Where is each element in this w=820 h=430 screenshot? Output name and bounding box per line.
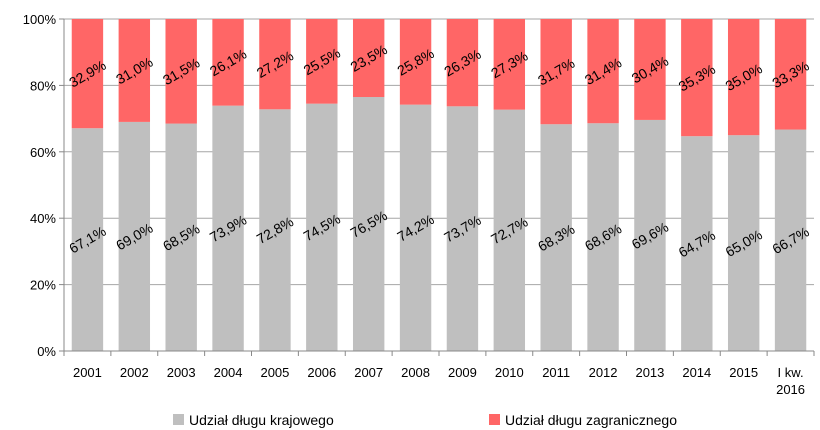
legend-label-foreign: Udział długu zagranicznego bbox=[505, 412, 677, 428]
legend: Udział długu krajowego Udział długu zagra… bbox=[173, 412, 677, 428]
x-tick-label: 2015 bbox=[729, 365, 758, 380]
x-tick-label: 2006 bbox=[307, 365, 336, 380]
x-tick-label: 2003 bbox=[167, 365, 196, 380]
bar-domestic bbox=[727, 135, 760, 351]
x-tick-label: I kw. 2016 bbox=[776, 365, 805, 397]
bar-foreign bbox=[259, 19, 291, 110]
bar-foreign bbox=[587, 19, 619, 124]
bar-foreign bbox=[399, 19, 432, 105]
x-tick-label: 2002 bbox=[120, 365, 149, 380]
y-tick-label: 20% bbox=[30, 278, 56, 293]
bar-domestic bbox=[71, 128, 104, 351]
bar-domestic bbox=[540, 124, 572, 351]
bars: 67,1%32,9%69,0%31,0%68,5%31,5%73,9%26,1%… bbox=[66, 19, 812, 352]
bar-foreign bbox=[306, 19, 338, 104]
x-tick-label: 2009 bbox=[448, 365, 477, 380]
y-tick-label: 60% bbox=[30, 145, 56, 160]
bar-domestic bbox=[493, 109, 526, 351]
x-tick-label: 2007 bbox=[354, 365, 383, 380]
x-axis: 2001 2002 2003 2004 2005 2006 2007 2008 2009 2010… bbox=[63, 350, 815, 397]
x-tick-label: 2004 bbox=[214, 365, 243, 380]
bar-foreign bbox=[352, 19, 385, 98]
x-tick-label: 2013 bbox=[635, 365, 664, 380]
bar-domestic bbox=[306, 103, 338, 351]
bar-domestic bbox=[212, 105, 244, 351]
x-tick-label: 2001 bbox=[73, 365, 102, 380]
x-tick-label: 2012 bbox=[589, 365, 618, 380]
bar-domestic bbox=[446, 106, 479, 351]
bar-foreign bbox=[118, 19, 151, 122]
bar-foreign bbox=[165, 19, 197, 124]
bar-foreign bbox=[774, 19, 807, 130]
bar-foreign bbox=[212, 19, 244, 106]
legend-swatch-domestic bbox=[173, 414, 184, 425]
y-tick-label: 100% bbox=[23, 12, 57, 27]
y-tick-label: 80% bbox=[30, 78, 56, 93]
x-tick-label: 2014 bbox=[682, 365, 711, 380]
bar-domestic bbox=[165, 123, 197, 351]
y-tick-label: 0% bbox=[37, 344, 56, 359]
bar-domestic bbox=[352, 97, 385, 352]
bar-domestic bbox=[681, 136, 713, 351]
x-tick-label: 2011 bbox=[542, 365, 570, 380]
bar-domestic bbox=[118, 121, 151, 351]
bar-foreign bbox=[446, 19, 479, 107]
bar-foreign bbox=[727, 19, 760, 136]
x-tick-label: 2005 bbox=[260, 365, 289, 380]
bar-domestic bbox=[587, 123, 619, 351]
bar-foreign bbox=[681, 19, 713, 137]
legend-label-domestic: Udział długu krajowego bbox=[189, 412, 334, 428]
bar-domestic bbox=[399, 104, 432, 351]
bar-domestic bbox=[774, 129, 807, 351]
bar-foreign bbox=[634, 19, 666, 120]
bar-domestic bbox=[259, 109, 291, 351]
bar-foreign bbox=[493, 19, 526, 110]
y-tick-label: 40% bbox=[30, 211, 56, 226]
legend-swatch-foreign bbox=[489, 414, 500, 425]
bar-foreign bbox=[540, 19, 572, 125]
y-axis: 0% 20% 40% 60% 80% 100% bbox=[23, 12, 65, 359]
bar-domestic bbox=[634, 119, 666, 351]
bar-foreign bbox=[71, 19, 104, 129]
x-tick-label: 2010 bbox=[495, 365, 524, 380]
x-tick-label: 2008 bbox=[401, 365, 430, 380]
